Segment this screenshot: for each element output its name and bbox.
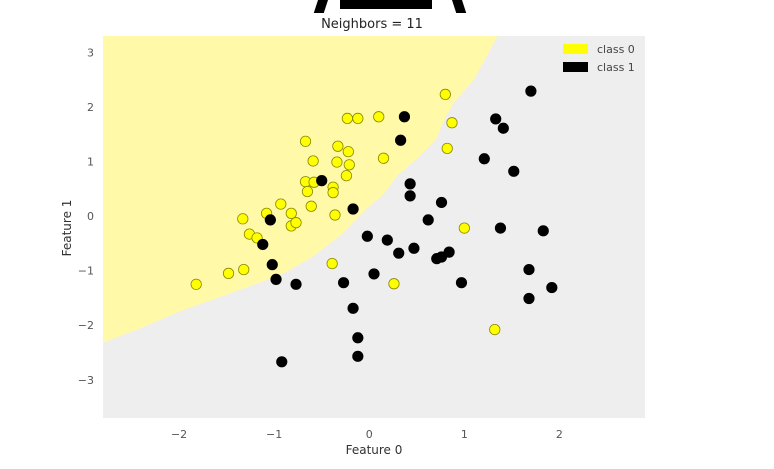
y-axis-ticks: −3 −2 −1 0 1 2 3 — [78, 46, 94, 386]
class-1-point — [352, 332, 364, 344]
class-1-point — [537, 225, 549, 237]
data-points — [190, 85, 558, 368]
class-0-point — [332, 140, 344, 152]
class-0-point — [458, 222, 470, 234]
class-0-point — [238, 263, 250, 276]
class-1-point — [270, 273, 282, 285]
chart-title: Neighbors = 11 — [321, 17, 423, 32]
class-0-point — [388, 278, 400, 290]
class-0-point — [329, 209, 341, 221]
class-1-point — [316, 175, 328, 187]
class-1-point — [523, 263, 535, 276]
class-0-point — [441, 142, 453, 155]
class-0-point — [305, 200, 317, 212]
class-1-point — [443, 246, 455, 258]
class-1-point — [257, 238, 269, 251]
class-1-point — [422, 214, 434, 226]
class-0-point — [439, 88, 451, 100]
y-tick-label: −2 — [78, 319, 94, 332]
class-0-point — [446, 117, 458, 129]
class-1-point — [337, 277, 350, 289]
class-0-point — [352, 112, 364, 125]
class-1-point — [347, 203, 359, 215]
class-1-point — [368, 268, 380, 280]
class-0-point — [340, 170, 353, 182]
class-0-point — [237, 213, 249, 225]
class-0-point — [301, 185, 314, 198]
class-0-point — [331, 156, 343, 168]
class-1-point — [266, 259, 278, 271]
class-1-point — [404, 190, 416, 202]
legend-label-class-0: class 0 — [597, 43, 635, 56]
class-1-point — [276, 356, 288, 368]
class-1-point — [455, 277, 468, 289]
class-0-point — [327, 187, 339, 199]
x-tick-label: 0 — [366, 428, 373, 441]
x-tick-label: 2 — [556, 428, 563, 441]
y-tick-label: −1 — [78, 265, 94, 278]
x-tick-label: 1 — [461, 428, 468, 441]
x-tick-label: −1 — [266, 428, 282, 441]
class-1-point — [408, 242, 420, 254]
legend: class 0 class 1 — [563, 43, 635, 74]
class-1-point — [494, 222, 507, 234]
cropped-header-artifact — [313, 0, 467, 13]
class-1-point — [508, 165, 520, 177]
class-1-point — [523, 292, 535, 305]
class-1-point — [490, 113, 502, 125]
class-1-point — [395, 134, 407, 146]
class-1-point — [398, 111, 411, 123]
class-1-point — [290, 278, 302, 290]
y-tick-label: 2 — [87, 101, 94, 114]
class-0-point — [290, 217, 302, 229]
class-1-point — [497, 122, 509, 134]
class-1-point — [393, 247, 405, 259]
class-0-point — [190, 278, 202, 290]
class-0-region — [103, 36, 498, 343]
class-0-point — [275, 198, 287, 210]
class-1-point — [381, 234, 393, 246]
class-1-point — [525, 85, 537, 97]
y-tick-label: −3 — [78, 374, 94, 387]
x-axis-label: Feature 0 — [346, 443, 403, 457]
legend-swatch-class-0 — [563, 44, 588, 54]
class-0-point — [341, 112, 353, 125]
class-0-point — [373, 111, 385, 123]
class-1-point — [361, 230, 373, 242]
x-axis-ticks: −2 −1 0 1 2 — [171, 428, 563, 441]
y-axis-label: Feature 1 — [60, 200, 74, 257]
class-0-point — [377, 152, 390, 164]
class-0-point — [326, 257, 338, 270]
class-0-point — [307, 155, 319, 167]
class-1-point — [478, 153, 490, 165]
plot-area — [103, 36, 645, 418]
class-0-point — [299, 135, 312, 147]
class-0-point — [489, 323, 501, 336]
class-1-point — [264, 214, 276, 226]
legend-label-class-1: class 1 — [597, 61, 635, 74]
class-1-point — [435, 196, 448, 209]
class-1-point — [347, 302, 359, 314]
class-0-point — [285, 207, 297, 219]
class-0-point — [343, 159, 355, 171]
y-tick-label: 0 — [87, 210, 94, 223]
x-tick-label: −2 — [171, 428, 187, 441]
y-tick-label: 3 — [87, 46, 94, 59]
class-1-point — [546, 281, 558, 294]
class-1-point — [352, 350, 364, 362]
class-0-point — [342, 146, 354, 158]
y-tick-label: 1 — [87, 156, 94, 169]
class-1-point — [404, 178, 416, 190]
class-0-point — [222, 267, 235, 279]
legend-swatch-class-1 — [563, 62, 588, 72]
